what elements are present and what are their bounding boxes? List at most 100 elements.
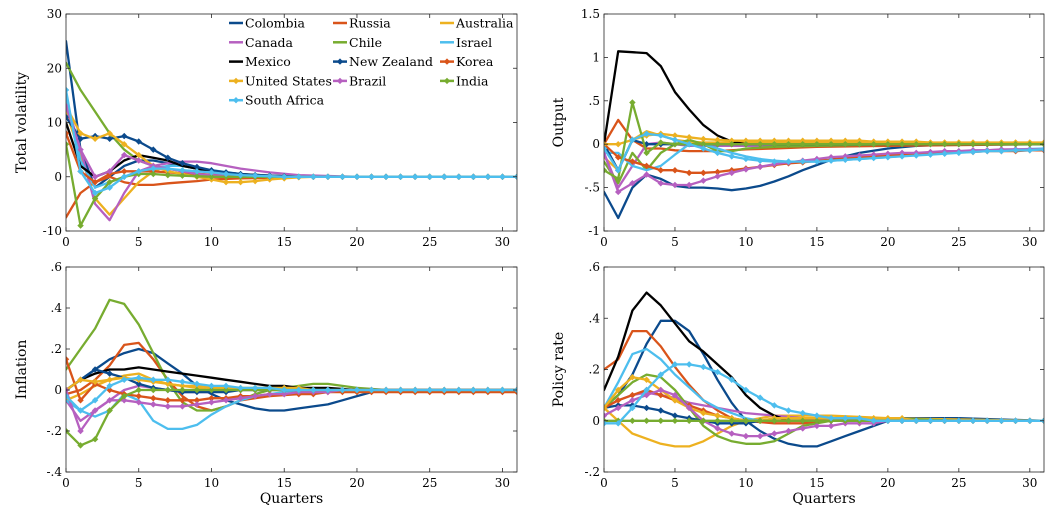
series-line-chile: [604, 373, 1044, 445]
series-marker-south-africa: [771, 402, 778, 409]
series-marker-south-africa: [898, 417, 906, 424]
legend-label: Australia: [455, 16, 514, 31]
series-marker-south-africa: [870, 417, 877, 424]
output-axes-box: [603, 13, 1045, 232]
series-marker-india: [1026, 140, 1034, 148]
series-line-mexico: [604, 50, 1044, 146]
series-marker-india: [604, 167, 608, 174]
series-marker-brazil: [614, 188, 622, 196]
y-tick-label: 0: [54, 383, 62, 397]
series-marker-south-africa: [237, 171, 244, 179]
legend-label: Israel: [456, 35, 492, 50]
series-marker-brazil: [91, 173, 99, 180]
series-marker-india: [998, 140, 1005, 148]
series-marker-south-africa: [310, 386, 317, 394]
series-marker-india: [643, 417, 650, 424]
series-marker-south-africa: [785, 407, 792, 414]
series-marker-korea: [657, 391, 664, 399]
series-marker-south-africa: [91, 189, 99, 197]
series-marker-brazil: [728, 430, 735, 437]
series-marker-brazil: [756, 163, 764, 170]
series-marker-india: [799, 140, 806, 148]
x-tick-label: 0: [62, 476, 70, 490]
series-marker-india: [700, 417, 707, 424]
series-marker-south-africa: [120, 173, 128, 180]
series-marker-india: [884, 140, 892, 148]
series-marker-brazil: [106, 397, 113, 404]
series-marker-south-africa: [1026, 147, 1034, 154]
series-marker-south-africa: [426, 173, 433, 180]
series-marker-south-africa: [1040, 146, 1044, 153]
x-tick-label: 10: [738, 476, 753, 490]
series-marker-india: [913, 140, 920, 148]
legend-label: Mexico: [245, 54, 291, 69]
series-marker-south-africa: [237, 384, 244, 392]
series-marker-south-africa: [455, 386, 463, 394]
series-line-colombia: [604, 319, 1044, 448]
legend-item-russia: Russia: [333, 16, 391, 31]
series-marker-south-africa: [470, 173, 477, 180]
series-marker-south-africa: [339, 173, 346, 180]
series-marker-india: [742, 417, 750, 424]
series-line-russia: [66, 175, 517, 219]
series-marker-south-africa: [927, 417, 934, 424]
series-marker-south-africa: [799, 158, 806, 165]
series-marker-south-africa: [671, 136, 679, 144]
series-marker-new-zealand: [91, 366, 99, 373]
series-marker-south-africa: [339, 386, 346, 394]
series-marker-united-states: [91, 378, 99, 386]
series-marker-south-africa: [998, 147, 1005, 155]
series-marker-india: [969, 140, 977, 148]
x-tick-label: 20: [349, 476, 364, 490]
series-marker-india: [135, 386, 142, 394]
series-marker-united-states: [106, 376, 113, 383]
series-marker-south-africa: [984, 147, 991, 155]
series-marker-south-africa: [499, 173, 506, 180]
series-marker-south-africa: [368, 386, 375, 394]
legend-label: South Africa: [245, 93, 325, 108]
series-marker-south-africa: [281, 173, 288, 180]
series-marker-south-africa: [208, 382, 215, 390]
legend-marker: [443, 58, 451, 65]
series-marker-india: [813, 417, 821, 424]
series-marker-united-states: [614, 386, 622, 394]
series-marker-india: [193, 386, 201, 394]
series-marker-korea: [135, 392, 142, 400]
series-marker-brazil: [714, 425, 721, 432]
legend-item-canada: Canada: [229, 35, 294, 50]
series-marker-south-africa: [484, 386, 492, 394]
series-marker-south-africa: [324, 386, 332, 394]
series-marker-new-zealand: [120, 132, 128, 140]
series-marker-korea: [685, 169, 693, 177]
series-marker-south-africa: [813, 412, 821, 419]
series-marker-korea: [700, 169, 707, 177]
legend-item-colombia: Colombia: [229, 16, 305, 31]
series-marker-south-africa: [281, 386, 288, 394]
series-marker-south-africa: [251, 384, 259, 392]
series-marker-united-states: [106, 130, 113, 137]
series-marker-south-africa: [856, 155, 863, 163]
series-marker-south-africa: [397, 173, 404, 180]
series-marker-brazil: [799, 425, 806, 432]
series-marker-south-africa: [884, 417, 892, 424]
series-marker-south-africa: [222, 382, 230, 390]
series-marker-india: [91, 195, 99, 202]
series-marker-korea: [164, 397, 172, 404]
series-marker-korea: [629, 158, 636, 165]
series-marker-south-africa: [426, 386, 433, 394]
y-tick-label: 20: [47, 61, 62, 75]
series-marker-brazil: [135, 157, 142, 164]
legend-label: United States: [245, 73, 332, 88]
y-tick-label: .2: [51, 342, 62, 356]
series-marker-south-africa: [251, 172, 259, 179]
series-marker-south-africa: [135, 168, 142, 175]
legend-item-chile: Chile: [333, 35, 382, 50]
series-marker-south-africa: [499, 386, 506, 394]
series-line-colombia: [604, 143, 1044, 220]
series-marker-india: [179, 386, 186, 394]
x-tick-label: 25: [951, 235, 966, 249]
series-marker-south-africa: [441, 173, 448, 180]
x-tick-label: 0: [600, 476, 608, 490]
